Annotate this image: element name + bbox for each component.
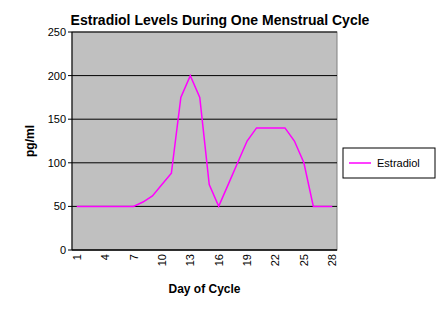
y-tick-label: 50	[54, 200, 66, 212]
y-axis	[72, 32, 73, 250]
y-tick	[68, 206, 72, 207]
y-axis-label: pg/ml	[23, 125, 37, 157]
y-tick-label: 150	[48, 113, 66, 125]
series-group	[77, 76, 333, 207]
x-tick-label: 1	[71, 254, 83, 260]
legend-box	[343, 148, 435, 178]
y-tick	[68, 162, 72, 163]
x-tick-label: 16	[213, 254, 225, 266]
y-tick-label: 250	[48, 26, 66, 38]
background	[0, 0, 443, 316]
y-tick	[68, 119, 72, 120]
plot-area	[72, 32, 337, 250]
x-tick-label: 4	[99, 254, 111, 260]
chart-svg: Estradiol Levels During One Menstrual Cy…	[0, 0, 443, 316]
x-tick-label: 25	[298, 254, 310, 266]
y-tick	[68, 75, 72, 76]
x-tick-label: 10	[156, 254, 168, 266]
title: Estradiol Levels During One Menstrual Cy…	[71, 12, 370, 28]
x-tick-label: 7	[128, 254, 140, 260]
grid-line	[72, 32, 337, 33]
chart-container: Estradiol Levels During One Menstrual Cy…	[0, 0, 443, 316]
legend-label: Estradiol	[377, 157, 420, 169]
x-tick-label: 28	[326, 254, 338, 266]
y-tick	[68, 32, 72, 33]
grid-line	[72, 119, 337, 120]
legend-swatch	[349, 162, 371, 164]
grid-line	[72, 162, 337, 163]
y-tick	[68, 250, 72, 251]
series-line	[77, 76, 333, 207]
x-axis-label: Day of Cycle	[168, 282, 240, 296]
x-axis	[72, 250, 337, 251]
grid-line	[72, 250, 337, 251]
y-tick-label: 100	[48, 157, 66, 169]
y-tick-label: 0	[60, 244, 66, 256]
x-tick-label: 19	[241, 254, 253, 266]
x-tick-label: 13	[184, 254, 196, 266]
x-tick-label: 22	[269, 254, 281, 266]
grid-line	[72, 75, 337, 76]
y-tick-label: 200	[48, 70, 66, 82]
